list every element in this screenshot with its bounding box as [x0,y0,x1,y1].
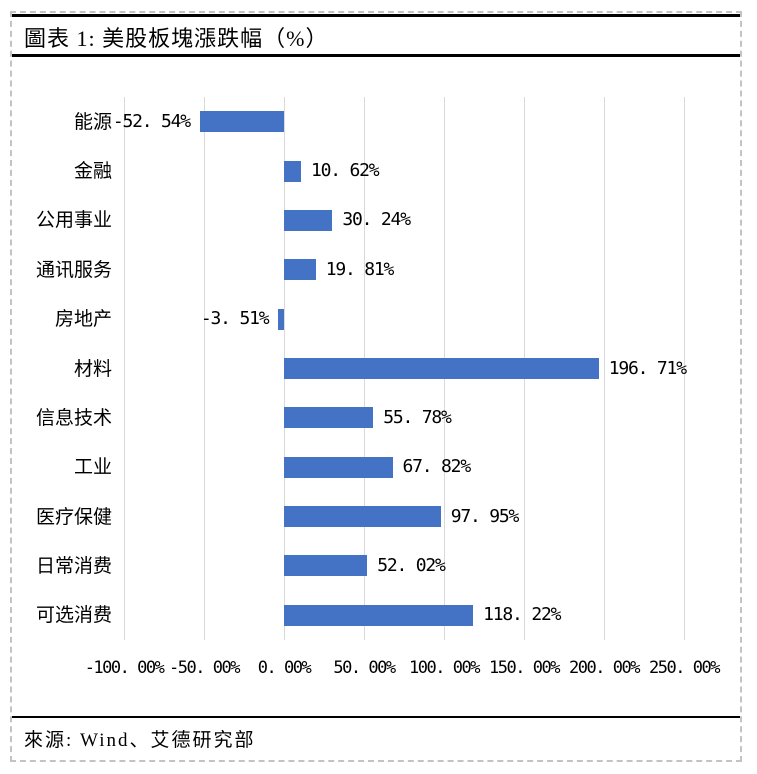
bar [199,111,284,133]
bar [284,456,393,478]
category-label: 通讯服务 [35,258,112,281]
bar [284,209,333,231]
bar [284,259,316,281]
category-label: 公用事业 [35,209,112,232]
x-tick-label: 50. 00% [333,658,396,678]
gridline [684,97,685,640]
bar [284,555,368,577]
value-label: 118. 22% [483,604,561,626]
category-label: 工业 [73,456,112,479]
gridline [124,97,125,640]
source-divider-rule [12,716,740,718]
value-label: 55. 78% [383,406,452,428]
value-label: 196. 71% [608,357,687,379]
bar [284,160,301,182]
x-tick-label: 100. 00% [409,658,480,678]
value-label: -3. 51% [200,308,270,330]
x-tick-label: 0. 00% [257,658,312,678]
gridline [204,97,205,640]
category-label: 金融 [73,160,112,183]
x-tick-label: -100. 00% [84,658,165,678]
bar [284,407,374,429]
title-bottom-rule [12,54,740,57]
value-label: -52. 54% [112,110,191,132]
source-note: 來源: Wind、艾德研究部 [24,730,256,751]
category-label: 材料 [73,357,112,380]
figure-frame: 圖表 1: 美股板塊漲跌幅（%） -100. 00% -50. 00% 0. 00%… [10,11,742,762]
bar [284,604,474,626]
category-label: 可选消费 [35,604,112,627]
value-label: 19. 81% [325,258,395,280]
bar [278,308,284,330]
gridline [604,97,605,640]
category-label: 房地产 [54,308,112,331]
title-top-rule [12,14,740,17]
bar-chart: -100. 00% -50. 00% 0. 00% 50. 00% 100. 00% 15… [12,13,740,716]
category-label: 日常消费 [35,554,112,577]
bar [284,358,599,379]
value-label: 97. 95% [450,505,520,527]
category-label: 能源 [73,110,112,133]
bar [284,506,441,528]
category-label: 医疗保健 [35,505,112,528]
x-tick-label: -50. 00% [169,658,240,678]
value-label: 30. 24% [342,209,411,231]
figure-title: 圖表 1: 美股板塊漲跌幅（%） [24,26,329,51]
value-label: 67. 82% [402,456,472,478]
x-tick-label: 200. 00% [569,658,640,678]
x-tick-label: 250. 00% [649,658,720,678]
x-tick-label: 150. 00% [489,658,560,678]
value-label: 10. 62% [310,160,380,182]
category-label: 信息技术 [35,406,112,429]
value-label: 52. 02% [377,554,446,576]
